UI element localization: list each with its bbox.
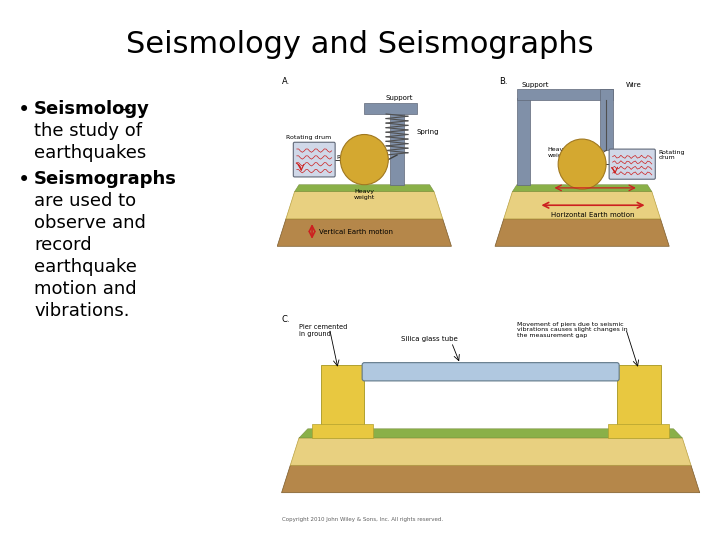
- Text: C.: C.: [282, 315, 290, 324]
- Text: observe and: observe and: [34, 214, 146, 232]
- Bar: [517, 98, 530, 185]
- Text: Heavy
weight: Heavy weight: [547, 147, 569, 158]
- Text: Rotating
drum: Rotating drum: [658, 150, 685, 160]
- Polygon shape: [290, 438, 691, 465]
- Polygon shape: [282, 465, 700, 492]
- Text: Seismology: Seismology: [34, 100, 150, 118]
- Circle shape: [558, 139, 606, 189]
- Text: the study of: the study of: [34, 122, 142, 140]
- Polygon shape: [294, 185, 434, 192]
- Polygon shape: [277, 219, 451, 246]
- FancyBboxPatch shape: [362, 363, 619, 381]
- FancyBboxPatch shape: [609, 149, 655, 179]
- Bar: [600, 89, 613, 151]
- Text: Copyright 2010 John Wiley & Sons, Inc. All rights reserved.: Copyright 2010 John Wiley & Sons, Inc. A…: [282, 517, 443, 522]
- Bar: [608, 424, 670, 438]
- Text: earthquake: earthquake: [34, 258, 137, 276]
- Text: Pen: Pen: [588, 161, 600, 167]
- Text: •: •: [18, 100, 30, 120]
- Bar: [364, 103, 417, 114]
- Text: Spring: Spring: [417, 129, 439, 135]
- Text: earthquakes: earthquakes: [34, 144, 146, 162]
- Text: •: •: [18, 170, 30, 190]
- Text: Vertical Earth motion: Vertical Earth motion: [318, 229, 392, 235]
- Polygon shape: [299, 429, 683, 438]
- Polygon shape: [495, 219, 670, 246]
- Text: B.: B.: [500, 77, 508, 86]
- Text: Support: Support: [521, 82, 549, 87]
- Bar: [312, 424, 373, 438]
- Bar: [617, 365, 660, 429]
- FancyBboxPatch shape: [293, 142, 335, 177]
- Bar: [390, 112, 403, 185]
- Text: Silica glass tube: Silica glass tube: [401, 336, 458, 342]
- Text: Heavy
weight: Heavy weight: [354, 189, 375, 200]
- Text: Seismographs: Seismographs: [34, 170, 177, 188]
- Polygon shape: [286, 192, 443, 219]
- Bar: [321, 365, 364, 429]
- Text: Seismology and Seismographs: Seismology and Seismographs: [126, 30, 594, 59]
- Text: Movement of piers due to seismic
vibrations causes slight changes in
the measure: Movement of piers due to seismic vibrati…: [517, 322, 627, 338]
- Text: motion and: motion and: [34, 280, 137, 298]
- Bar: [517, 89, 613, 100]
- Text: Horizontal Earth motion: Horizontal Earth motion: [552, 212, 635, 218]
- Text: record: record: [34, 236, 91, 254]
- Circle shape: [341, 134, 388, 185]
- Text: Support: Support: [385, 95, 413, 101]
- Text: A.: A.: [282, 77, 290, 86]
- Text: vibrations.: vibrations.: [34, 302, 130, 320]
- Text: Rotating drum: Rotating drum: [286, 136, 331, 140]
- Polygon shape: [504, 192, 660, 219]
- Text: Pier cemented
in ground: Pier cemented in ground: [299, 324, 347, 337]
- Text: Pen: Pen: [336, 155, 347, 160]
- Text: –: –: [116, 100, 131, 118]
- Text: Wire: Wire: [626, 82, 642, 87]
- Polygon shape: [513, 185, 652, 192]
- Text: are used to: are used to: [34, 192, 136, 210]
